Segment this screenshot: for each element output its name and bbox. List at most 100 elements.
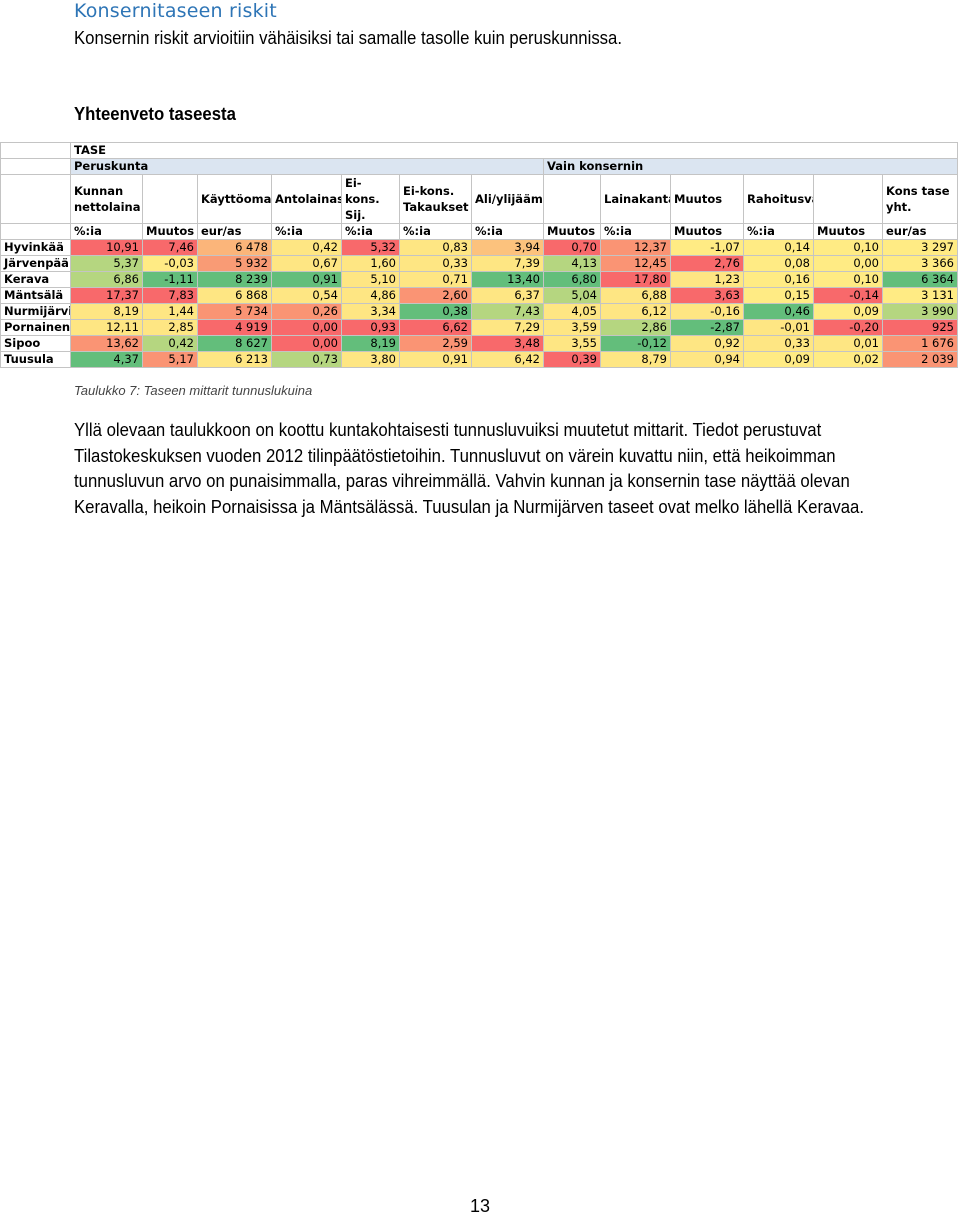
value-cell: 0,09 [743,351,814,368]
value-cell: 0,71 [399,271,472,288]
page-number: 13 [469,1196,491,1216]
value-cell: 6,62 [399,319,472,336]
value-cell: 6,88 [600,287,671,304]
column-header: Muutos [670,174,744,224]
unit-header: %:ia [600,223,671,240]
table-title: TASE [70,142,958,159]
corner-cell [0,174,71,224]
value-cell: 6 478 [197,239,272,256]
value-cell: 0,92 [670,335,744,352]
value-cell: -0,14 [813,287,883,304]
value-cell: 2,59 [399,335,472,352]
table-title-row: TASE [0,142,958,159]
value-cell: 0,70 [543,239,601,256]
value-cell: 6 868 [197,287,272,304]
value-cell: 3,94 [471,239,544,256]
municipality-name: Kerava [0,271,71,288]
municipality-name: Mäntsälä [0,287,71,304]
column-header: Kons tase yht. [882,174,958,224]
value-cell: 3,34 [341,303,400,320]
table-row: Pornainen 12,11 2,85 4 919 0,00 0,93 6,62 7,29 3… [0,319,958,336]
value-cell: 12,45 [600,255,671,272]
value-cell: 6 213 [197,351,272,368]
value-cell: 10,91 [70,239,143,256]
unit-header: %:ia [743,223,814,240]
value-cell: 5,37 [70,255,143,272]
column-header: Rahoitusvarallisuus [743,174,814,224]
value-cell: 6,42 [471,351,544,368]
value-cell: 7,39 [471,255,544,272]
value-cell: 8,79 [600,351,671,368]
value-cell: 17,37 [70,287,143,304]
column-header: Lainakanta [600,174,671,224]
value-cell: 0,83 [399,239,472,256]
value-cell: 7,83 [142,287,198,304]
value-cell: 2,60 [399,287,472,304]
unit-header: Muutos [142,223,198,240]
table-caption: Taulukko 7: Taseen mittarit tunnuslukuin… [74,383,313,398]
value-cell: 5,10 [341,271,400,288]
corner-cell [0,223,71,240]
value-cell: 3 990 [882,303,958,320]
value-cell: 8,19 [341,335,400,352]
unit-header: Muutos [543,223,601,240]
value-cell: 1,23 [670,271,744,288]
value-cell: 0,08 [743,255,814,272]
value-cell: 12,11 [70,319,143,336]
unit-header: eur/as [882,223,958,240]
corner-cell [0,142,71,159]
value-cell: 4 919 [197,319,272,336]
value-cell: 7,29 [471,319,544,336]
value-cell: 2 039 [882,351,958,368]
value-cell: 5 734 [197,303,272,320]
value-cell: 17,80 [600,271,671,288]
value-cell: 1 676 [882,335,958,352]
value-cell: 0,91 [271,271,342,288]
table-row: Sipoo 13,62 0,42 8 627 0,00 8,19 2,59 3,48 3,55-… [0,335,958,352]
value-cell: 0,39 [543,351,601,368]
value-cell: -0,01 [743,319,814,336]
column-header [142,174,198,224]
value-cell: 0,14 [743,239,814,256]
value-cell: 6,12 [600,303,671,320]
value-cell: 8,19 [70,303,143,320]
value-cell: 0,38 [399,303,472,320]
value-cell: 3,63 [670,287,744,304]
column-header: Käyttöomaisuus [197,174,272,224]
value-cell: 5,17 [142,351,198,368]
value-cell: 13,62 [70,335,143,352]
balance-sheet-table: TASE Peruskunta Vain konsernin Kunnan netto… [0,142,958,368]
municipality-name: Hyvinkää [0,239,71,256]
value-cell: 6 364 [882,271,958,288]
value-cell: -2,87 [670,319,744,336]
table-row: Nurmijärvi 8,19 1,44 5 734 0,26 3,34 0,38 7,43 4… [0,303,958,320]
group-konserni: Vain konsernin [543,158,958,175]
value-cell: 0,16 [743,271,814,288]
column-header [543,174,601,224]
municipality-name: Tuusula [0,351,71,368]
municipality-name: Sipoo [0,335,71,352]
value-cell: 6,37 [471,287,544,304]
group-row: Peruskunta Vain konsernin [0,158,958,175]
value-cell: 8 239 [197,271,272,288]
value-cell: 0,33 [399,255,472,272]
value-cell: 0,10 [813,271,883,288]
value-cell: 0,00 [813,255,883,272]
value-cell: 0,54 [271,287,342,304]
value-cell: 4,05 [543,303,601,320]
table-row: Hyvinkää 10,91 7,46 6 478 0,42 5,32 0,83 3,94 0,… [0,239,958,256]
value-cell: 0,91 [399,351,472,368]
value-cell: 6,80 [543,271,601,288]
value-cell: 3,80 [341,351,400,368]
value-cell: 4,13 [543,255,601,272]
group-peruskunta: Peruskunta [70,158,544,175]
column-header: Antolainasaamiset [271,174,342,224]
value-cell: 12,37 [600,239,671,256]
value-cell: 0,26 [271,303,342,320]
table-heading: Yhteenveto taseesta [74,104,236,124]
unit-header: %:ia [271,223,342,240]
unit-header: %:ia [471,223,544,240]
value-cell: 2,85 [142,319,198,336]
value-cell: 925 [882,319,958,336]
value-cell: 0,93 [341,319,400,336]
